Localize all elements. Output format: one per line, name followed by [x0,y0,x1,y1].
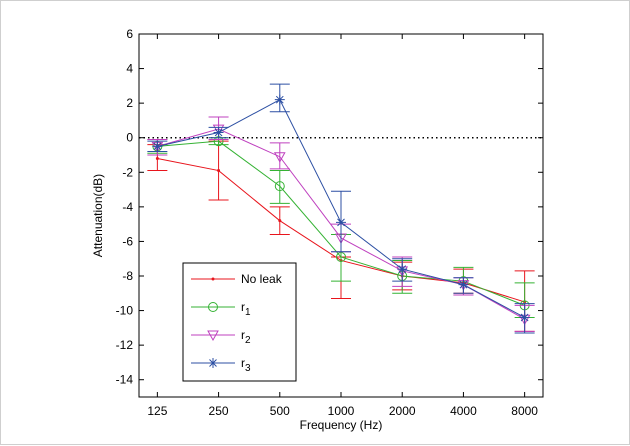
legend-r2-subscript: 2 [245,335,251,346]
y-axis-label: Attenuation(dB) [91,174,105,257]
series-r1-point [274,181,285,192]
series-r3-point [458,279,469,290]
series-r3-point [274,94,285,105]
y-tick-label: 2 [126,96,133,110]
y-tick-label: -6 [122,234,133,248]
series-no-leak-point [155,156,159,160]
y-tick-label: -8 [122,269,133,283]
legend-no-leak-marker [211,277,215,281]
x-tick-label: 250 [209,404,229,418]
series-r2-point [273,152,286,163]
x-tick-label: 8000 [511,404,538,418]
legend-r2-marker [207,330,219,342]
x-tick-label: 125 [147,404,167,418]
legend-r2-label: r2 [241,328,251,346]
legend-box [182,262,297,382]
x-tick-label: 4000 [450,404,477,418]
legend-r1-subscript: 1 [245,307,251,318]
y-tick-label: -12 [116,338,134,352]
y-tick-label: -14 [116,373,134,387]
legend-r1-label: r1 [241,300,251,318]
series-r3-point [152,141,163,152]
y-tick-label: -4 [122,200,133,214]
legend-r3-subscript: 3 [245,363,251,374]
series-r3-point [397,264,408,275]
series-r3-point [336,217,346,228]
legend-r3-marker [208,358,218,368]
legend-r1-marker [208,302,218,312]
series-r3-point [519,312,530,323]
y-tick-label: -2 [122,165,133,179]
legend-r3-label: r3 [241,356,251,374]
legend-no-leak-label: No leak [241,272,283,286]
y-tick-label: 4 [126,62,133,76]
series-no-leak-point [217,169,221,173]
x-tick-label: 500 [270,404,290,418]
y-tick-label: -10 [116,304,134,318]
y-tick-label: 6 [126,27,133,41]
series-no-leak-point [278,219,282,223]
y-tick-label: 0 [126,131,133,145]
series-r1-point [336,251,346,262]
x-axis-label: Frequency (Hz) [300,418,383,432]
series-r3-point [213,127,224,138]
series-r3 [147,83,535,334]
x-tick-label: 1000 [328,404,355,418]
x-tick-label: 2000 [389,404,416,418]
